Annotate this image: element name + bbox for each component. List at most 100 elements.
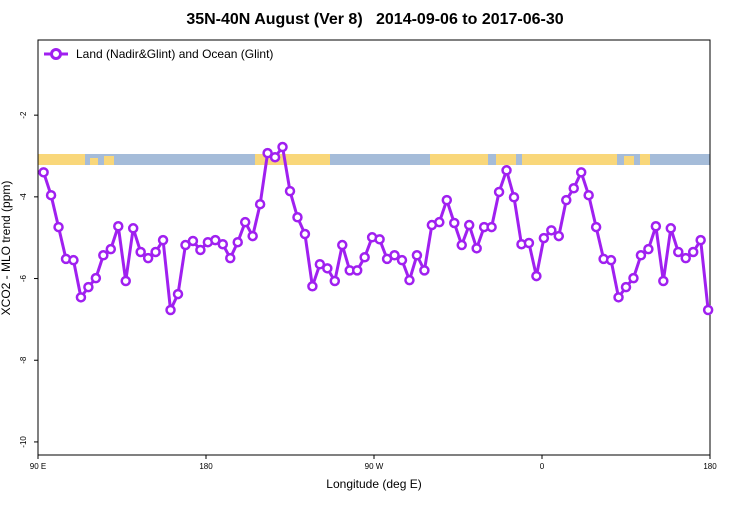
data-point (68, 254, 79, 266)
data-point (105, 243, 117, 255)
data-point (225, 252, 236, 264)
data-point (508, 192, 520, 203)
data-point (389, 250, 400, 261)
data-point (217, 238, 229, 250)
data-point (628, 272, 639, 284)
data-point (486, 221, 497, 233)
data-point (83, 281, 94, 293)
x-tick-label: 180 (199, 462, 213, 471)
data-point (702, 304, 714, 316)
legend-label: Land (Nadir&Glint) and Ocean (Glint) (76, 47, 273, 61)
data-point (635, 250, 647, 261)
data-point (687, 246, 699, 258)
data-point (45, 189, 57, 201)
data-point (262, 147, 273, 159)
data-point (665, 223, 677, 234)
data-point (299, 228, 311, 240)
data-point (463, 219, 475, 231)
data-point (113, 221, 124, 232)
data-point (673, 246, 684, 258)
y-tick-label: -10 (19, 436, 28, 448)
y-tick-label: -8 (19, 356, 28, 364)
legend-marker (50, 48, 62, 60)
data-point (650, 221, 662, 232)
data-point (575, 167, 587, 178)
data-point (329, 275, 341, 287)
data-point (583, 189, 594, 201)
data-point (157, 234, 169, 246)
data-point (456, 239, 467, 251)
data-point (53, 221, 64, 233)
data-point (254, 198, 266, 210)
data-point (561, 194, 572, 206)
data-point (546, 225, 557, 236)
data-point (277, 141, 288, 153)
data-point (75, 292, 87, 303)
data-point (314, 258, 326, 270)
data-point (239, 216, 251, 228)
data-point (658, 275, 669, 287)
data-point (553, 230, 565, 242)
data-point (590, 221, 602, 233)
data-point (680, 252, 691, 264)
data-point (307, 281, 318, 292)
data-point (396, 254, 408, 266)
data-point (90, 272, 102, 284)
data-point (127, 223, 139, 234)
chart-title: 35N-40N August (Ver 8) 2014-09-06 to 201… (186, 11, 563, 28)
data-point (292, 212, 303, 223)
data-point (441, 194, 453, 206)
data-point (150, 246, 161, 258)
data-point (351, 265, 363, 276)
x-tick-label: 90 W (365, 462, 384, 471)
data-point (337, 239, 348, 251)
y-tick-label: -4 (19, 193, 28, 201)
data-point (210, 234, 221, 246)
data-point (98, 250, 109, 261)
data-point (180, 239, 191, 251)
x-tick-label: 90 E (30, 462, 46, 471)
data-point (643, 243, 654, 255)
data-point (695, 234, 706, 246)
data-point (449, 217, 460, 229)
data-point (195, 244, 206, 256)
y-tick-label: -2 (19, 111, 28, 119)
data-point (359, 252, 370, 263)
data-point (374, 234, 385, 245)
data-point (269, 151, 281, 163)
x-tick-label: 0 (540, 462, 545, 471)
data-point (411, 250, 423, 261)
data-point (613, 292, 624, 303)
x-tick-label: 180 (703, 462, 717, 471)
data-point (538, 232, 550, 244)
data-point (142, 252, 154, 264)
data-point (568, 183, 579, 194)
data-point (605, 254, 617, 266)
data-point (322, 263, 333, 274)
data-point (419, 265, 430, 276)
y-tick-label: -6 (19, 274, 28, 282)
data-point (493, 186, 505, 198)
data-point (172, 288, 184, 300)
data-point (120, 275, 131, 287)
data-point (247, 230, 258, 242)
y-axis-label: XCO2 - MLO trend (ppm) (0, 181, 13, 316)
data-point (434, 216, 445, 228)
data-point (404, 274, 415, 286)
data-point (135, 246, 146, 258)
data-point (531, 270, 542, 282)
data-point (471, 243, 482, 254)
land-ocean-strip (38, 154, 710, 165)
x-axis-label: Longitude (deg E) (326, 477, 421, 491)
data-point (38, 167, 49, 178)
data-point (620, 281, 632, 293)
data-line (42, 143, 710, 316)
data-point (523, 237, 535, 249)
data-point (187, 235, 199, 247)
data-point (165, 304, 176, 316)
legend: Land (Nadir&Glint) and Ocean (Glint) (44, 47, 273, 61)
data-point (284, 185, 296, 197)
data-point (501, 165, 512, 176)
data-point (232, 236, 243, 248)
